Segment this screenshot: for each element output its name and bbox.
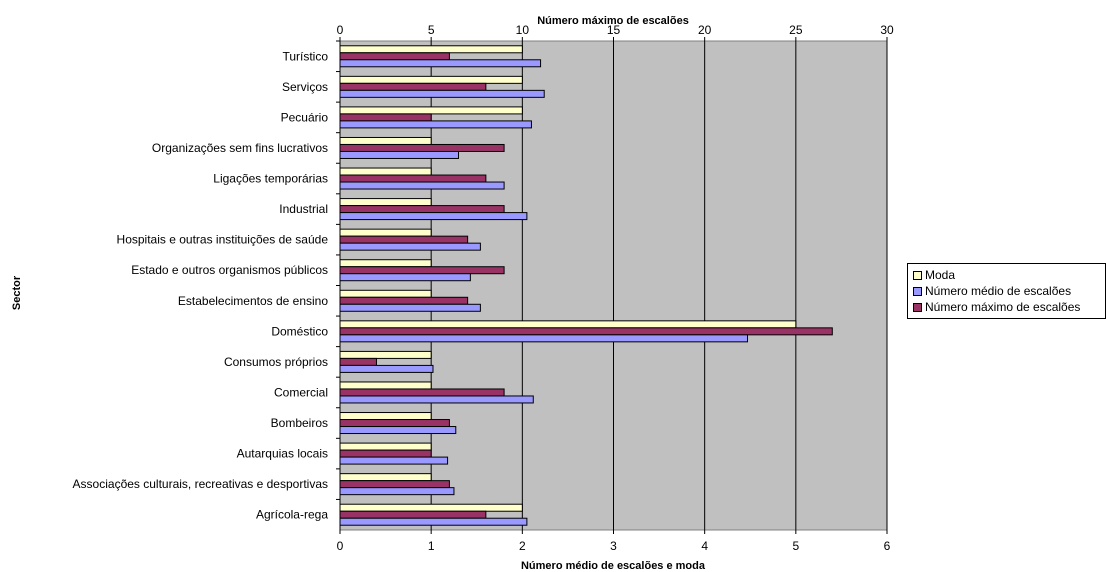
bar-medio (339, 181, 505, 190)
legend-swatch-moda (913, 270, 922, 280)
top-tick-label: 5 (428, 23, 435, 37)
bar-moda (339, 136, 432, 145)
category-label: Comercial (274, 385, 328, 399)
bar-maximo (339, 510, 487, 519)
top-axis-ticks: 0 5 10 15 20 25 30 (337, 23, 894, 41)
category-label: Autarquias locais (237, 447, 328, 461)
bar-medio (339, 517, 528, 526)
bar-moda (339, 503, 523, 512)
bottom-tick-label: 6 (884, 539, 891, 553)
bar-medio (339, 89, 545, 98)
category-label: Organizações sem fins lucrativos (152, 141, 328, 155)
bar-moda (339, 320, 797, 329)
category-label: Estabelecimentos de ensino (178, 294, 328, 308)
top-tick-label: 10 (516, 23, 530, 37)
bar-moda (339, 473, 432, 482)
bar-medio (339, 487, 455, 496)
legend-item-moda: Moda (913, 267, 1105, 283)
top-tick-label: 15 (607, 23, 621, 37)
bar-maximo (339, 235, 469, 244)
bar-maximo (339, 388, 505, 397)
category-label: Estado e outros organismos públicos (131, 263, 328, 277)
bar-medio (339, 426, 457, 435)
legend-label-medio: Número médio de escalões (925, 284, 1072, 298)
bar-medio (339, 334, 749, 343)
top-tick-label: 25 (789, 23, 803, 37)
category-labels: Turístico Serviços Pecuário Organizações se… (73, 40, 340, 522)
bottom-axis-ticks: 0 1 2 3 4 5 6 (337, 530, 891, 553)
top-tick-label: 30 (880, 23, 894, 37)
category-label: Doméstico (271, 324, 328, 338)
bar-medio (339, 212, 528, 221)
category-label: Ligações temporárias (213, 172, 328, 186)
legend-item-medio: Número médio de escalões (913, 283, 1105, 299)
category-label: Hospitais e outras instituições de saúde (117, 233, 329, 247)
legend-label-maximo: Número máximo de escalões (925, 300, 1081, 314)
bottom-tick-label: 1 (428, 539, 435, 553)
legend-swatch-medio (913, 286, 922, 296)
category-label: Turístico (282, 49, 328, 63)
category-label: Agrícola-rega (256, 508, 328, 522)
bar-maximo (339, 266, 505, 275)
bar-moda (339, 381, 432, 390)
category-label: Associações culturais, recreativas e des… (73, 477, 328, 491)
bar-moda (339, 289, 432, 298)
bars (339, 45, 833, 526)
bar-medio (339, 59, 542, 68)
bottom-tick-label: 4 (701, 539, 708, 553)
bar-moda (339, 442, 432, 451)
bar-maximo (339, 327, 833, 336)
bar-maximo (339, 419, 450, 428)
top-tick-label: 0 (337, 23, 344, 37)
bottom-tick-label: 5 (792, 539, 799, 553)
bar-maximo (339, 449, 432, 458)
legend-label-moda: Moda (925, 268, 956, 282)
bar-moda (339, 198, 432, 207)
bar-maximo (339, 205, 505, 214)
category-label: Pecuário (281, 110, 329, 124)
legend-swatch-maximo (913, 302, 922, 312)
bar-moda (339, 259, 432, 268)
bar-medio (339, 456, 449, 465)
top-tick-label: 20 (698, 23, 712, 37)
bar-moda (339, 75, 523, 84)
bar-medio (339, 303, 481, 312)
bar-maximo (339, 52, 450, 61)
bar-maximo (339, 82, 487, 91)
bar-medio (339, 364, 434, 373)
bottom-tick-label: 3 (610, 539, 617, 553)
bar-maximo (339, 296, 469, 305)
category-label: Bombeiros (271, 416, 328, 430)
bottom-axis-title: Número médio de escalões e moda (521, 560, 706, 572)
category-label: Serviços (282, 80, 328, 94)
category-label: Consumos próprios (224, 355, 328, 369)
top-axis-title: Número máximo de escalões (537, 15, 689, 27)
bar-medio (339, 242, 481, 251)
y-axis-title: Sector (11, 275, 23, 310)
bar-medio (339, 395, 534, 404)
bar-maximo (339, 357, 377, 366)
bar-moda (339, 45, 523, 54)
bar-moda (339, 412, 432, 421)
bar-medio (339, 273, 471, 282)
bar-moda (339, 228, 432, 237)
bar-moda (339, 106, 523, 115)
bar-moda (339, 350, 432, 359)
legend-item-maximo: Número máximo de escalões (913, 299, 1105, 315)
bar-maximo (339, 143, 505, 152)
legend: Moda Número médio de escalões Número máx… (907, 263, 1106, 319)
bar-medio (339, 150, 460, 159)
bar-maximo (339, 174, 487, 183)
bar-maximo (339, 113, 432, 122)
bar-moda (339, 167, 432, 176)
bottom-tick-label: 0 (337, 539, 344, 553)
bottom-tick-label: 2 (519, 539, 526, 553)
category-label: Industrial (279, 202, 328, 216)
bar-medio (339, 120, 532, 129)
bar-maximo (339, 480, 450, 489)
